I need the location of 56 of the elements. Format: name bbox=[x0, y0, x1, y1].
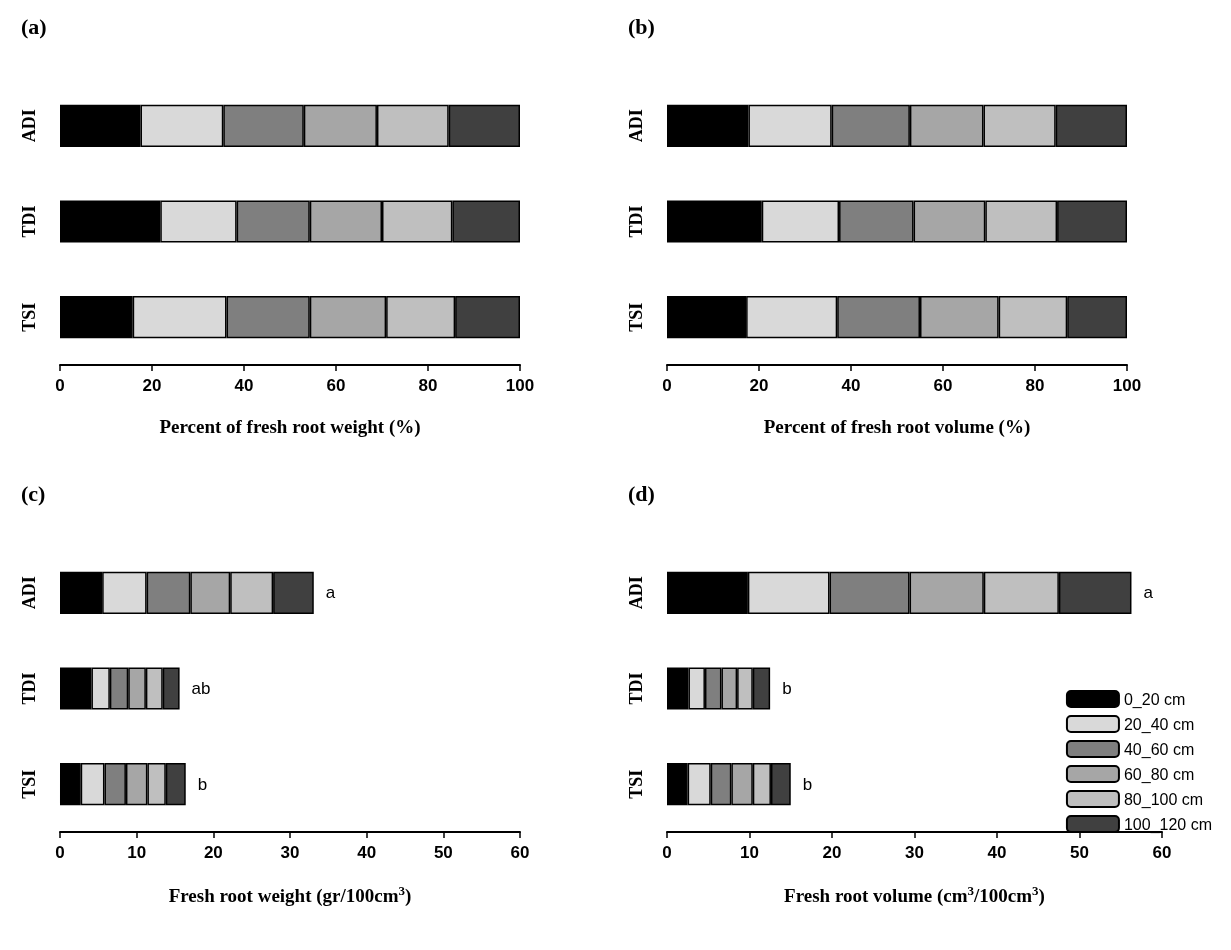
x-tick-label: 0 bbox=[662, 376, 672, 395]
annotation: ab bbox=[191, 679, 211, 698]
y-tick-label: TDI bbox=[19, 205, 39, 238]
x-tick-label: 40 bbox=[841, 376, 861, 395]
y-tick-label: ADI bbox=[19, 576, 39, 610]
annotation: b bbox=[197, 774, 208, 794]
legend-label: 60_80 cm bbox=[1123, 765, 1195, 784]
x-tick-label: 30 bbox=[905, 843, 924, 862]
y-tick-label: TSI bbox=[19, 769, 39, 799]
chart-title: (c) bbox=[21, 480, 46, 506]
legend-label: 80_100 cm bbox=[1123, 790, 1204, 809]
x-tick-label: 80 bbox=[418, 376, 438, 395]
x-tick-label: 20 bbox=[142, 376, 162, 395]
x-tick-label: 60 bbox=[1152, 843, 1172, 862]
x-tick-label: 40 bbox=[357, 843, 377, 862]
x-tick-label: 0 bbox=[55, 843, 65, 862]
x-tick-label: 0 bbox=[662, 843, 672, 862]
chart-title: (d) bbox=[628, 480, 655, 506]
x-tick-label: 60 bbox=[933, 376, 953, 395]
annotation: a bbox=[1143, 583, 1154, 603]
x-axis-title: Percent of fresh root volume (%) bbox=[763, 416, 1031, 438]
chart-title: (a) bbox=[21, 13, 47, 39]
x-tick-label: 20 bbox=[749, 376, 769, 395]
x-tick-label: 40 bbox=[234, 376, 254, 395]
x-tick-label: 100 bbox=[1112, 376, 1142, 395]
y-tick-label: TDI bbox=[626, 672, 646, 705]
y-tick-label: ADI bbox=[19, 109, 39, 143]
chart-title: (b) bbox=[628, 13, 655, 39]
annotation: b bbox=[802, 774, 813, 794]
legend-label: 20_40 cm bbox=[1123, 715, 1195, 734]
annotation: a bbox=[325, 583, 336, 603]
annotation: b bbox=[782, 679, 792, 698]
y-tick-label: TSI bbox=[626, 769, 646, 799]
x-tick-label: 50 bbox=[1070, 843, 1089, 862]
y-tick-label: TSI bbox=[19, 302, 39, 332]
x-tick-label: 20 bbox=[822, 843, 842, 862]
x-tick-label: 10 bbox=[127, 843, 147, 862]
legend-label: 40_60 cm bbox=[1123, 740, 1195, 759]
x-tick-label: 30 bbox=[280, 843, 300, 862]
y-tick-label: TDI bbox=[19, 672, 39, 705]
x-axis-title: Percent of fresh root weight (%) bbox=[159, 416, 421, 438]
y-tick-label: TDI bbox=[626, 205, 646, 238]
legend-label: 0_20 cm bbox=[1123, 690, 1186, 709]
y-tick-label: TSI bbox=[626, 302, 646, 332]
legend-label: 100_120 cm bbox=[1123, 815, 1212, 834]
x-tick-label: 40 bbox=[987, 843, 1007, 862]
x-tick-label: 10 bbox=[740, 843, 759, 862]
x-tick-label: 60 bbox=[326, 376, 346, 395]
x-tick-label: 50 bbox=[433, 843, 453, 862]
x-tick-label: 0 bbox=[55, 376, 65, 395]
x-tick-label: 60 bbox=[510, 843, 530, 862]
x-tick-label: 20 bbox=[203, 843, 223, 862]
y-tick-label: ADI bbox=[626, 109, 646, 143]
x-tick-label: 80 bbox=[1025, 376, 1045, 395]
y-tick-label: ADI bbox=[626, 576, 646, 610]
x-tick-label: 100 bbox=[505, 376, 535, 395]
